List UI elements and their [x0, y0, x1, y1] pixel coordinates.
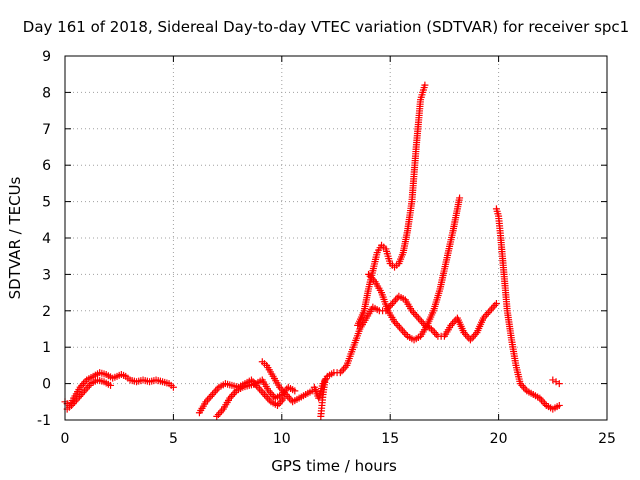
y-tick-label: 8 — [42, 85, 51, 101]
data-point — [394, 321, 402, 329]
data-point — [488, 305, 496, 313]
y-axis-label: SDTVAR / TECUs — [6, 176, 24, 299]
data-point — [489, 303, 497, 311]
data-point — [431, 329, 439, 337]
y-tick-label: 3 — [42, 267, 51, 283]
data-point — [432, 330, 440, 338]
data-point — [212, 387, 220, 395]
x-tick-label: 0 — [61, 431, 70, 447]
data-point — [340, 365, 348, 373]
y-tick-label: 0 — [42, 377, 51, 393]
data-point — [520, 383, 528, 391]
series-pass-5 — [258, 358, 316, 406]
data-point — [552, 378, 560, 386]
data-point — [214, 411, 222, 419]
data-point — [321, 376, 329, 384]
data-point — [484, 309, 492, 317]
data-point — [492, 300, 500, 308]
data-point — [216, 409, 224, 417]
data-point — [205, 394, 213, 402]
y-tick-label: 5 — [42, 195, 51, 211]
data-point — [549, 376, 557, 384]
data-point — [483, 310, 491, 318]
plot-frame — [64, 55, 608, 421]
y-tick-label: 7 — [42, 122, 51, 138]
data-point — [107, 381, 115, 389]
data-point — [336, 369, 344, 377]
data-point — [555, 401, 563, 409]
data-point — [256, 385, 264, 393]
y-tick-label: -1 — [37, 413, 51, 429]
data-point — [555, 380, 563, 388]
data-point — [210, 389, 218, 397]
x-tick-label: 15 — [381, 431, 399, 447]
x-tick-labels: 0 5 10 15 20 25 — [61, 431, 616, 447]
data-point — [287, 396, 295, 404]
data-point — [169, 383, 177, 391]
data-point — [259, 389, 267, 397]
x-tick-label: 10 — [273, 431, 291, 447]
data-point — [208, 391, 216, 399]
data-point — [207, 392, 215, 400]
y-tick-labels: -1 0 1 2 3 4 5 6 7 8 9 — [37, 49, 51, 429]
series-pass-7 — [317, 376, 329, 420]
data-point — [414, 314, 422, 322]
data-point — [413, 312, 421, 320]
data-point — [416, 316, 424, 324]
data-point — [257, 387, 265, 395]
data-point — [275, 400, 283, 408]
series-pass-1 — [61, 369, 177, 409]
data-point — [338, 367, 346, 375]
data-point — [421, 81, 429, 89]
data-point — [539, 398, 547, 406]
data-point — [229, 391, 237, 399]
data-point — [393, 294, 401, 302]
chart-title: Day 161 of 2018, Sidereal Day-to-day VTE… — [23, 18, 629, 36]
data-point — [291, 387, 299, 395]
data-point — [486, 307, 494, 315]
data-point — [468, 334, 476, 342]
series-pass-10 — [492, 205, 563, 413]
y-tick-label: 9 — [42, 49, 51, 65]
y-tick-label: 6 — [42, 158, 51, 174]
data-point — [470, 332, 478, 340]
y-tick-label: 1 — [42, 340, 51, 356]
data-points — [61, 81, 563, 420]
data-point — [466, 336, 474, 344]
data-point — [397, 325, 405, 333]
data-point — [411, 310, 419, 318]
data-point — [418, 318, 426, 326]
data-point — [388, 300, 396, 308]
y-tick-label: 4 — [42, 231, 51, 247]
series-pass-11 — [549, 376, 563, 388]
x-tick-label: 5 — [169, 431, 178, 447]
data-point — [395, 323, 403, 331]
data-point — [400, 329, 408, 337]
grid — [65, 56, 607, 420]
series-pass-2 — [63, 376, 115, 413]
data-point — [390, 298, 398, 306]
data-point — [456, 194, 464, 202]
data-point — [308, 387, 316, 395]
series-pass-9 — [365, 194, 464, 344]
x-tick-label: 25 — [598, 431, 616, 447]
data-point — [213, 412, 221, 420]
x-axis-label: GPS time / hours — [271, 457, 397, 475]
y-tick-label: 2 — [42, 304, 51, 320]
x-tick-label: 20 — [490, 431, 508, 447]
data-point — [491, 301, 499, 309]
series-pass-8 — [354, 81, 429, 329]
data-point — [399, 327, 407, 335]
data-point — [463, 332, 471, 340]
